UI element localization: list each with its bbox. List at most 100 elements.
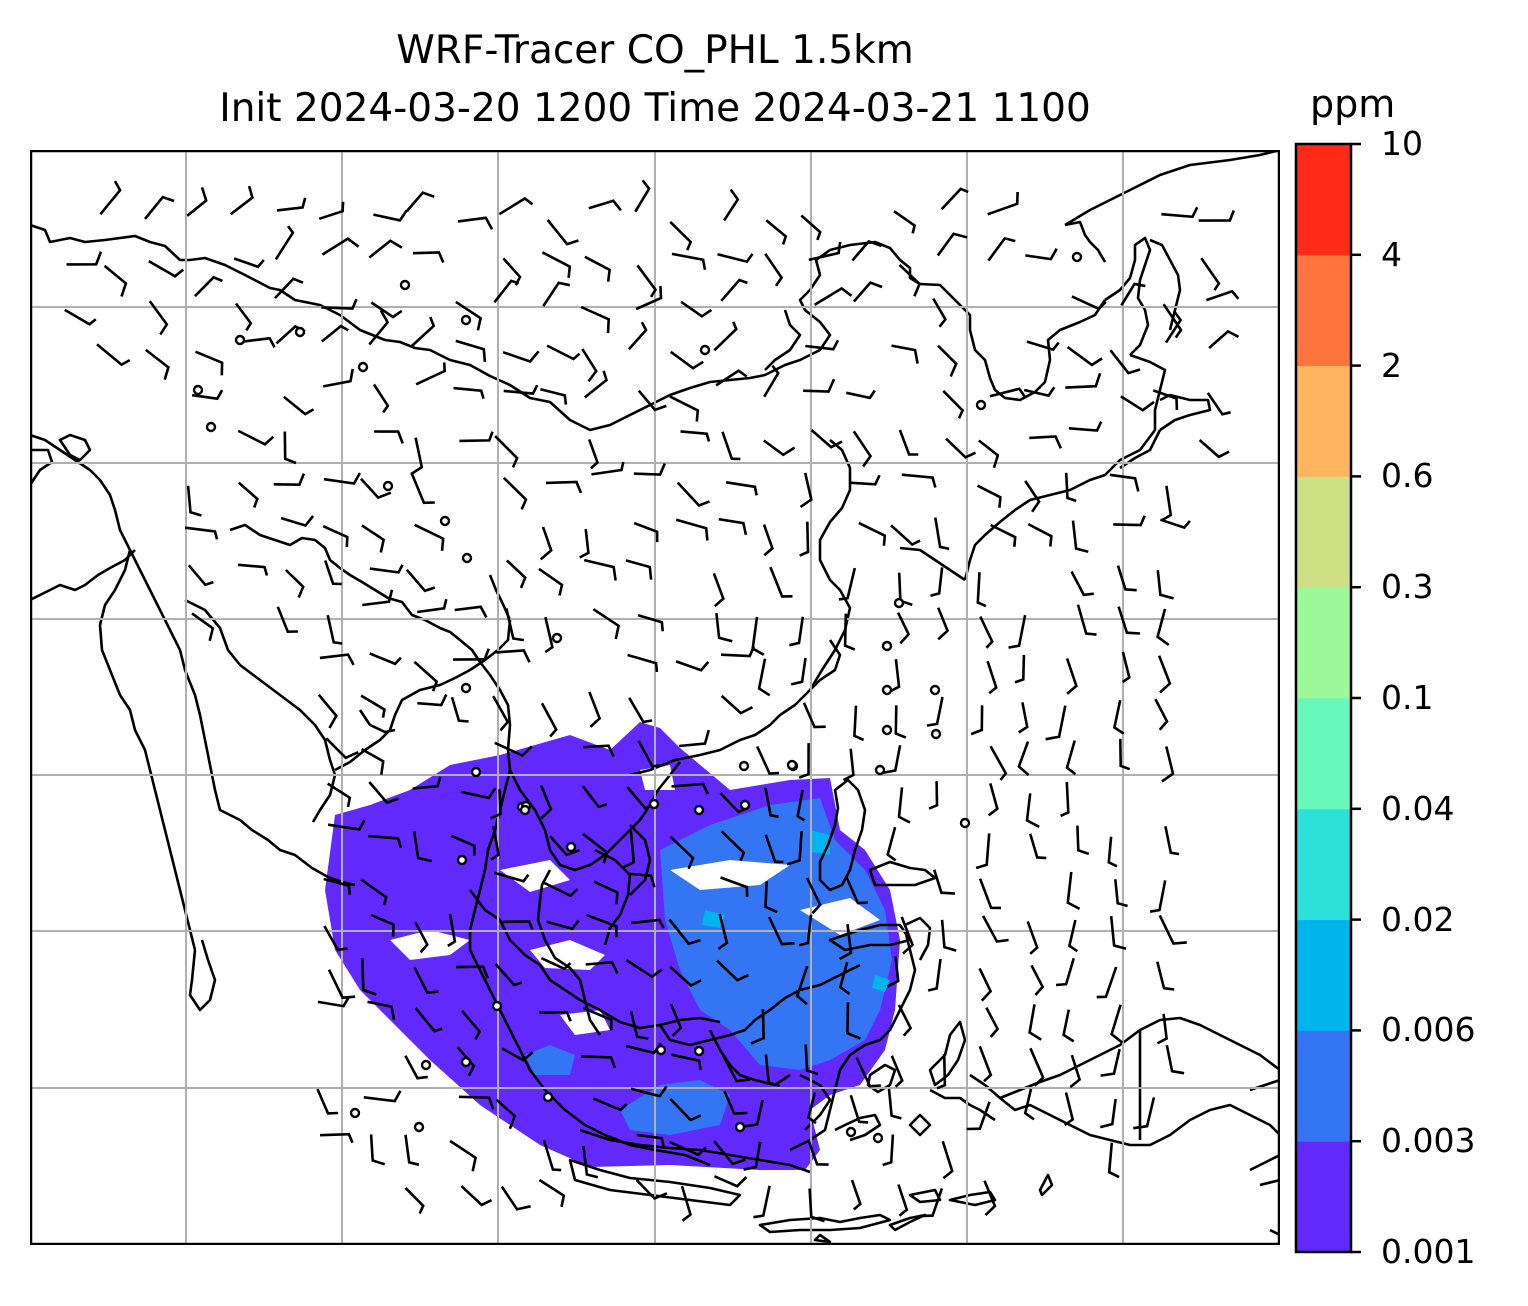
wind-barb [494,963,523,987]
wind-barb [901,473,937,488]
wind-barb [838,924,853,961]
wind-barb [637,389,667,412]
wind-barb [545,480,583,494]
wind-barb [410,437,424,476]
wind-barb [942,389,965,419]
wind-barb [1029,435,1063,449]
wind-barb [580,305,611,334]
wind-barb [675,518,709,541]
wind-barb [668,918,701,946]
calm-wind-marker [693,1045,705,1057]
wind-barb [800,214,822,241]
wind-barb [490,826,501,861]
wind-barb [453,386,485,399]
wind-barb [852,430,873,468]
wind-barb [937,344,958,378]
wind-barb [414,921,429,954]
wind-barb [538,1010,572,1022]
wind-barb [764,787,779,818]
calm-wind-marker [460,314,472,326]
wind-barb [321,298,358,310]
wind-barb [457,216,494,230]
wind-barb [887,1088,902,1120]
wind-barb [975,833,991,870]
wind-barb [405,568,436,593]
wind-barb [417,598,448,614]
wind-barb [786,831,803,866]
wind-barb [540,702,558,738]
wind-barb [1067,919,1079,953]
wind-barb [680,1185,692,1222]
wind-barb [581,1055,617,1069]
calm-wind-marker [699,344,711,356]
wind-barb [237,429,275,446]
calm-wind-marker [739,799,751,811]
wind-barb [1205,289,1240,302]
wind-barb [1069,1054,1082,1089]
wind-barb [374,430,404,444]
wind-barb [803,378,836,393]
wind-barb [838,567,857,601]
wind-barb [805,339,840,351]
wind-barb [412,776,442,790]
colorbar-tick-label: 2 [1381,345,1402,385]
colorbar-units: ppm [1310,82,1396,126]
wind-barb [66,251,103,266]
calm-wind-marker [382,480,394,492]
wind-barb [966,1101,991,1131]
wind-barb [447,913,457,948]
wind-barb [1117,606,1141,635]
wind-barb [368,239,403,259]
wind-barb [1116,565,1137,592]
wind-barb [369,564,404,574]
wind-barb [1154,698,1169,731]
wind-barb [274,225,295,261]
wind-barb [538,567,564,596]
wind-barb [886,956,900,988]
wind-barb [274,277,304,299]
wind-barb [323,560,342,586]
wind-barb [723,188,740,222]
wind-barb [542,1139,562,1172]
wind-barb [897,1184,909,1217]
calm-wind-marker [655,1044,667,1056]
wind-barb [1156,570,1174,600]
wind-barb [989,745,1008,781]
colorbar-segment [1296,144,1351,256]
wind-barb [722,1055,751,1083]
wind-barb [637,614,664,632]
wind-barb [1100,1048,1121,1077]
wind-barb [626,872,656,888]
wind-barb [890,1055,904,1088]
wind-barb [1065,372,1102,389]
wind-barb [1026,340,1060,352]
wind-barb [417,693,448,707]
wind-barb [633,462,666,476]
wind-barb [851,239,882,262]
wind-barb [414,1007,443,1033]
wind-barb [1096,966,1118,999]
wind-barb [625,559,653,580]
calm-wind-marker [845,1126,857,1138]
wind-barb [456,1046,476,1077]
gridlines [30,150,1280,1245]
wind-barb [413,966,439,995]
wind-barb [322,368,354,388]
wind-barb [1008,614,1027,649]
wind-barb [317,693,338,729]
wind-barb [363,1090,402,1103]
map-panel [30,150,1280,1245]
wind-barb [978,439,1000,469]
wind-barb [145,348,170,380]
wind-barb [896,612,911,645]
wind-barb [940,919,957,952]
wind-barb [405,191,435,212]
wind-barb [844,875,868,905]
wind-barb [494,435,519,468]
wind-barb [148,259,185,278]
wind-barb [888,659,901,693]
wind-barb [458,1095,495,1110]
wind-barb [492,695,510,732]
wind-barb [372,383,390,414]
wind-barb [744,1099,764,1128]
